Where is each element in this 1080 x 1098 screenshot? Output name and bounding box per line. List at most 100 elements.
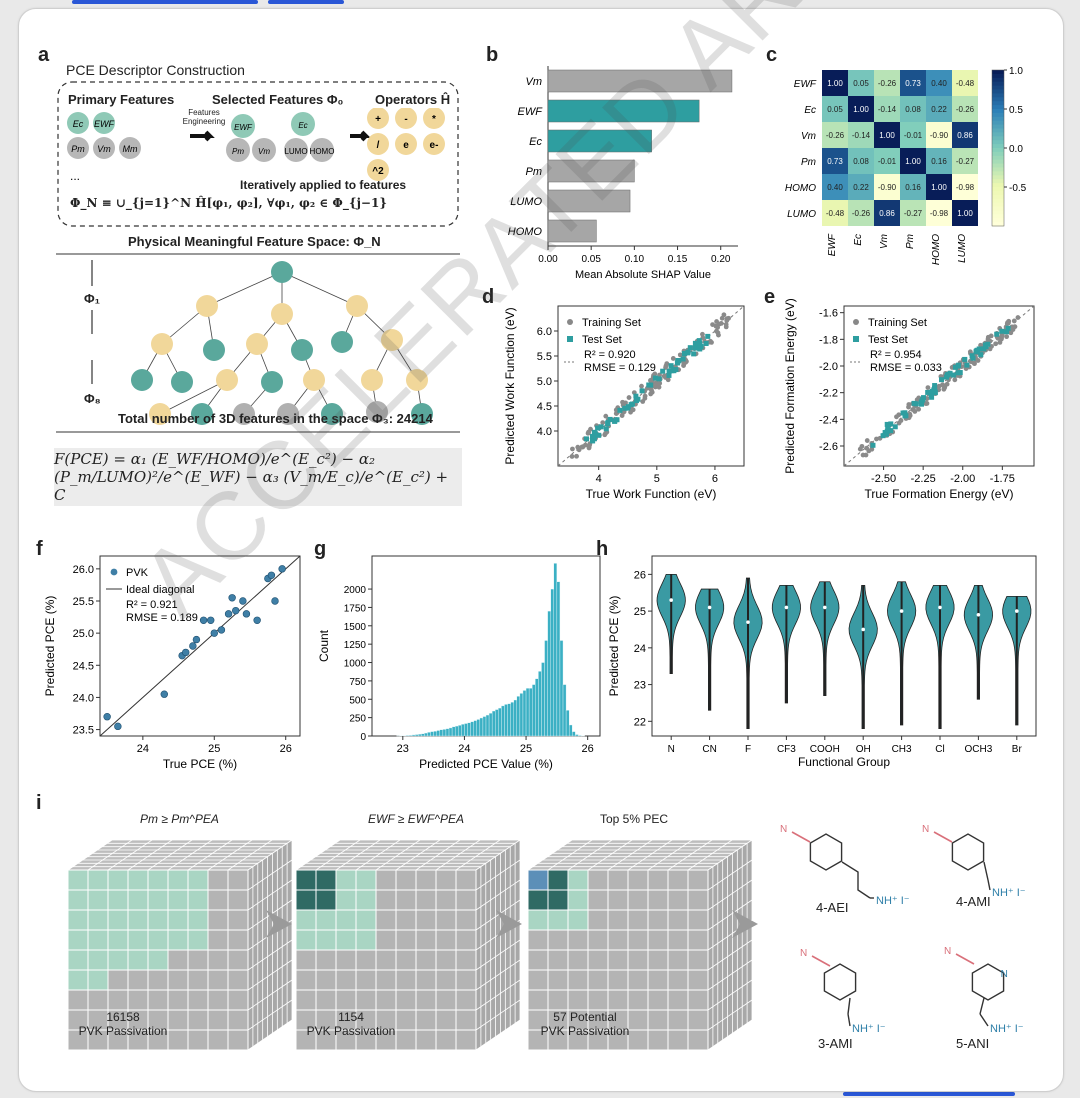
tree-node bbox=[411, 403, 433, 425]
training-point bbox=[709, 340, 714, 345]
cube-cell bbox=[187, 969, 209, 991]
cube-cell bbox=[87, 889, 109, 911]
tree-node bbox=[131, 369, 153, 391]
r2-label: R² = 0.954 bbox=[870, 349, 922, 361]
cube-cell bbox=[547, 989, 569, 1011]
test-point bbox=[964, 362, 970, 368]
cube-cell bbox=[435, 969, 457, 991]
test-point bbox=[696, 338, 702, 344]
cube-cell bbox=[527, 929, 549, 951]
tree-node bbox=[277, 403, 299, 425]
cube-cell bbox=[187, 1029, 209, 1050]
cube-cell bbox=[667, 889, 689, 911]
y-axis-label: Predicted PCE (%) bbox=[43, 596, 57, 697]
cube-grid bbox=[707, 879, 753, 911]
cell-value: 1.00 bbox=[957, 209, 973, 218]
histogram-bar bbox=[467, 722, 471, 737]
tree-node bbox=[261, 371, 283, 393]
histogram-bar bbox=[430, 731, 434, 737]
scroll-indicator[interactable] bbox=[843, 1092, 1015, 1096]
training-point bbox=[724, 316, 730, 322]
cube-cell bbox=[187, 889, 209, 911]
cell-value: -0.26 bbox=[878, 79, 897, 88]
row-label: EWF bbox=[794, 79, 817, 90]
test-point bbox=[932, 383, 938, 389]
nitrile-bond bbox=[791, 831, 811, 843]
colorbar-segment bbox=[992, 206, 1004, 211]
row-label: Ec bbox=[804, 105, 816, 116]
plot-frame bbox=[557, 305, 745, 467]
training-point bbox=[910, 407, 916, 412]
feature-construction-box bbox=[57, 81, 459, 227]
test-point bbox=[978, 352, 984, 358]
training-point bbox=[985, 334, 991, 340]
rmse-label: RMSE = 0.189 bbox=[126, 612, 198, 624]
colorbar-segment bbox=[992, 132, 1004, 137]
cube-cell bbox=[335, 889, 357, 911]
cube-cell bbox=[67, 949, 89, 971]
pvk-point bbox=[253, 616, 261, 624]
cube-cell bbox=[455, 1029, 477, 1050]
cube-cell bbox=[607, 889, 629, 911]
x-tick-label: 4 bbox=[596, 473, 602, 485]
cube-cell bbox=[187, 1009, 209, 1031]
legend-marker-pvk bbox=[110, 568, 118, 576]
cube-cell bbox=[567, 869, 589, 891]
amine-label: NH⁺ I⁻ bbox=[992, 887, 1026, 899]
x-axis-label: Functional Group bbox=[798, 755, 890, 769]
training-point bbox=[718, 321, 724, 326]
row-label: LUMO bbox=[787, 209, 816, 220]
panel-label-a: a bbox=[38, 44, 50, 66]
plot-frame bbox=[99, 555, 301, 737]
test-point bbox=[675, 358, 681, 364]
training-point bbox=[997, 339, 1003, 345]
cell-value: 0.22 bbox=[931, 105, 947, 114]
cube-cell bbox=[227, 1029, 249, 1050]
x-axis-label: True Formation Energy (eV) bbox=[865, 487, 1014, 501]
cube-cell bbox=[527, 909, 549, 931]
cube-cell bbox=[435, 1009, 457, 1031]
bar-Pm bbox=[547, 159, 635, 183]
cube-cell bbox=[207, 909, 229, 931]
cube-cell bbox=[147, 909, 169, 931]
operator-node-label: ^2 bbox=[372, 166, 384, 177]
tree-node bbox=[216, 369, 238, 391]
y-tick-label: -1.8 bbox=[819, 334, 838, 346]
violin-median bbox=[1015, 609, 1019, 613]
training-point bbox=[620, 399, 625, 405]
histogram-bar bbox=[476, 719, 481, 737]
cube-cell bbox=[167, 989, 189, 1011]
tree-node bbox=[191, 403, 213, 425]
colorbar-label: 0.5 bbox=[1009, 105, 1023, 116]
y-tick-label: 1500 bbox=[344, 622, 367, 633]
colorbar-segment bbox=[992, 202, 1004, 207]
cube-cell bbox=[207, 1029, 229, 1050]
training-point bbox=[723, 322, 729, 327]
cell-value: 0.40 bbox=[827, 183, 843, 192]
cube-grid bbox=[415, 839, 461, 871]
training-point bbox=[670, 356, 676, 361]
correlation-heatmap: EWF 1.00 0.05 -0.26 0.73 0.40 -0.48 EWF Ec 0.05 1.… bbox=[785, 66, 1027, 265]
histogram-bar bbox=[562, 684, 567, 737]
panel-label-b: b bbox=[486, 44, 499, 66]
test-point bbox=[605, 419, 611, 425]
heatmap-cell bbox=[952, 200, 978, 226]
cube-cell bbox=[107, 929, 129, 951]
cube-cell bbox=[167, 869, 189, 891]
cube-cell bbox=[607, 989, 629, 1011]
cube-cell bbox=[415, 909, 437, 931]
training-point bbox=[1015, 315, 1021, 320]
test-point bbox=[596, 432, 602, 438]
y-tick-label: 23 bbox=[634, 680, 646, 692]
test-point bbox=[666, 368, 672, 374]
cube2-caption: PVK Passivation bbox=[306, 1024, 396, 1038]
cube-cell bbox=[315, 969, 337, 991]
operator-node-label: * bbox=[432, 114, 436, 125]
panel-label-f: f bbox=[36, 538, 43, 560]
progress-bar-left bbox=[72, 0, 258, 4]
cube-cell bbox=[147, 929, 169, 951]
cube-cell bbox=[187, 909, 209, 931]
histogram-bar bbox=[421, 733, 425, 737]
cube-cell bbox=[395, 969, 417, 991]
cube2-count: 1154 bbox=[338, 1010, 364, 1024]
